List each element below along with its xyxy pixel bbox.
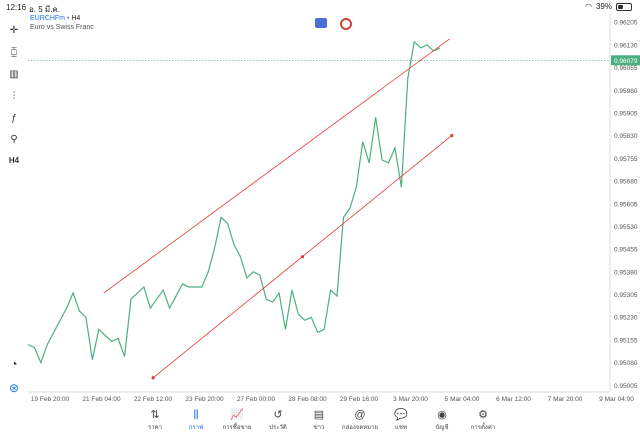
x-tick-label: 3 Mar 20:00	[393, 396, 428, 403]
symbol-name: EURCHFm	[30, 15, 65, 22]
tab-accounts-icon: ◉	[437, 409, 447, 421]
tab-mailbox-icon: @	[354, 409, 366, 421]
wifi-icon: ◠	[585, 2, 592, 11]
lower-channel-line-anchor-mid[interactable]	[300, 255, 305, 259]
y-tick-label: 0.96130	[614, 42, 638, 49]
tab-settings-icon: ⚙	[478, 409, 488, 421]
y-tick-label: 0.95830	[614, 133, 638, 140]
x-tick-label: 21 Feb 04:00	[82, 396, 121, 403]
left-toolbar: ✛ ⧮ ▥ ⫶ ƒ ⚲ H4 ◔ ⊛	[0, 14, 28, 404]
y-tick-label: 0.95755	[614, 156, 638, 163]
tab-chat-icon: 💬	[394, 409, 408, 421]
x-tick-label: 29 Feb 16:00	[340, 396, 379, 403]
current-price-badge	[611, 55, 640, 66]
symbol-header[interactable]: EURCHFm • H4 Euro vs Swiss Franc	[30, 14, 94, 32]
tab-quotes[interactable]: ⇅ ราคา	[135, 408, 175, 432]
x-tick-label: 23 Feb 20:00	[185, 396, 224, 403]
symbol-separator: •	[66, 15, 70, 22]
tab-trade-label: การซื้อขาย	[222, 425, 252, 431]
tab-history[interactable]: ↺ ประวัติ	[258, 408, 298, 432]
y-tick-label: 0.95605	[614, 201, 638, 208]
chart-type-icon[interactable]: ⧮	[10, 46, 18, 58]
y-tick-label: 0.95680	[614, 179, 638, 186]
tab-mailbox-label: กล่องจดหมาย	[341, 425, 379, 431]
status-bar: 12:16 อ. 5 มี.ค. ◠ 39%	[0, 0, 640, 14]
speedometer-icon[interactable]: ◔	[10, 357, 18, 371]
x-tick-label: 27 Feb 00:00	[237, 396, 276, 403]
tab-news-icon: ▤	[313, 409, 325, 421]
symbol-description: Euro vs Swiss Franc	[30, 24, 94, 31]
tab-trade[interactable]: 📈 การซื้อขาย	[217, 408, 257, 432]
battery-icon	[616, 2, 632, 11]
y-tick-label: 0.95155	[614, 337, 638, 344]
y-tick-label: 0.96055	[614, 65, 638, 72]
app-logo-icon[interactable]: ⊛	[8, 381, 20, 395]
tab-quotes-label: ราคา	[148, 425, 162, 431]
tab-accounts-label: บัญชี	[435, 425, 449, 431]
tab-news-label: ข่าว	[313, 425, 325, 431]
upper-channel-line[interactable]	[103, 38, 450, 294]
one-click-trading-icon[interactable]	[315, 18, 327, 28]
trade-panel-icon[interactable]	[340, 18, 352, 30]
x-tick-label: 6 Mar 12:00	[496, 396, 531, 403]
price-chart[interactable]: 0.96205 0.96130 0.96055 0.95980 0.95905 0.958…	[0, 0, 640, 404]
y-tick-label: 0.95905	[614, 110, 638, 117]
y-tick-label: 0.95305	[614, 292, 638, 299]
tab-chart-label: กราฟ	[188, 425, 204, 431]
x-tick-label: 19 Feb 20:00	[31, 396, 70, 403]
symbol-timeframe: H4	[71, 15, 81, 22]
tab-quotes-icon: ⇅	[150, 409, 160, 421]
tab-settings[interactable]: ⚙ การตั้งค่า	[463, 408, 503, 432]
x-tick-label: 22 Feb 12:00	[134, 396, 173, 403]
y-tick-label: 0.95080	[614, 360, 638, 367]
y-tick-label: 0.95530	[614, 224, 638, 231]
status-right: ◠ 39%	[585, 2, 632, 11]
tab-chat[interactable]: 💬 แชท	[381, 408, 421, 432]
x-tick-label: 7 Mar 20:00	[548, 396, 583, 403]
y-tick-label: 0.95980	[614, 88, 638, 95]
indicators-icon[interactable]: ▥	[9, 68, 19, 80]
battery-fill	[618, 4, 623, 9]
tab-settings-label: การตั้งค่า	[470, 425, 496, 431]
current-price-label: 0.96079	[614, 58, 638, 65]
y-tick-label: 0.95230	[614, 315, 638, 322]
status-time: 12:16	[6, 3, 27, 12]
lower-channel-line-anchor-start[interactable]	[151, 376, 155, 380]
tab-chat-label: แชท	[395, 425, 407, 431]
y-tick-label: 0.95380	[614, 269, 638, 276]
tab-mailbox[interactable]: @ กล่องจดหมาย	[340, 408, 380, 432]
tab-accounts[interactable]: ◉ บัญชี	[422, 408, 462, 432]
price-series-line	[27, 40, 441, 365]
tab-chart-icon: ⫼	[193, 409, 199, 421]
crosshair-icon[interactable]: ✛	[9, 24, 19, 36]
tab-chart[interactable]: ⫼ กราฟ	[176, 408, 216, 432]
x-tick-label: 5 Mar 04:00	[445, 396, 480, 403]
tab-history-icon: ↺	[273, 409, 283, 421]
timeframe-label[interactable]: H4	[8, 155, 20, 165]
y-tick-label: 0.95005	[614, 383, 638, 390]
objects-icon[interactable]: ⚲	[10, 133, 18, 145]
y-tick-label: 0.96205	[614, 20, 638, 27]
x-tick-label: 28 Feb 08:00	[288, 396, 327, 403]
tab-history-label: ประวัติ	[269, 425, 287, 431]
tab-news[interactable]: ▤ ข่าว	[299, 408, 339, 432]
x-tick-label: 9 Mar 04:00	[599, 396, 634, 403]
function-icon[interactable]: ƒ	[11, 112, 17, 124]
tab-trade-icon: 📈	[230, 409, 244, 421]
y-tick-label: 0.95455	[614, 247, 638, 254]
lower-channel-line-anchor-end[interactable]	[450, 134, 454, 138]
status-date: อ. 5 มี.ค.	[29, 5, 60, 14]
bottom-tab-bar: ⇅ ราคา ⫼ กราฟ 📈 การซื้อขาย ↺ ประวัติ ▤ ข่าว @ กล่อง…	[0, 404, 640, 447]
battery-percent: 39%	[595, 2, 612, 11]
settings-sliders-icon[interactable]: ⫶	[12, 90, 16, 102]
